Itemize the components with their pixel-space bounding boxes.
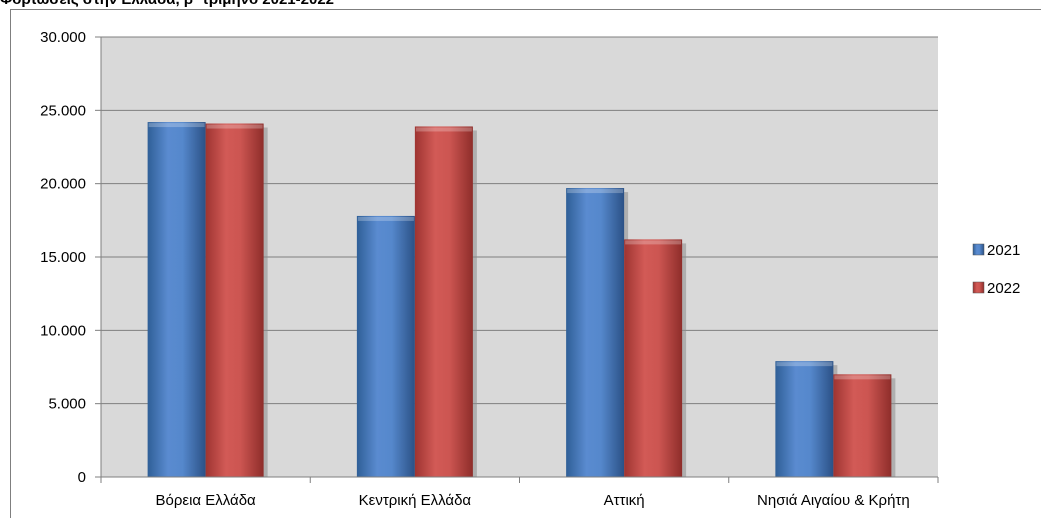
x-tick-label: Βόρεια Ελλάδα — [156, 492, 257, 509]
bar-bevel — [625, 240, 681, 244]
bar-bevel — [358, 217, 414, 221]
bar-2021-2 — [357, 216, 415, 477]
y-tick-label: 30.000 — [40, 29, 86, 46]
bar-bevel — [416, 127, 472, 131]
bar-bevel — [834, 375, 890, 379]
bar-2022-2 — [415, 126, 473, 477]
legend-label-2022: 2022 — [987, 280, 1020, 297]
y-tick-label: 5.000 — [48, 396, 86, 413]
bar-bevel — [149, 123, 205, 127]
y-tick-label: 20.000 — [40, 176, 86, 193]
y-tick-label: 15.000 — [40, 249, 86, 266]
bar-2021-3 — [566, 188, 624, 477]
legend-swatch-2021 — [973, 244, 984, 255]
bar-2021-4 — [775, 361, 833, 477]
bar-2022-1 — [206, 124, 264, 477]
bar-2022-3 — [624, 239, 682, 477]
legend: 2021 2022 — [973, 242, 1020, 297]
bar-2021-1 — [148, 122, 206, 477]
legend-label-2021: 2021 — [987, 242, 1020, 259]
bar-bevel — [776, 362, 832, 366]
y-tick-label: 10.000 — [40, 322, 86, 339]
x-tick-label: Αττική — [604, 492, 645, 509]
bar-2022-4 — [833, 374, 891, 477]
legend-swatch-2022 — [973, 282, 984, 293]
bar-bevel — [207, 125, 263, 129]
bar-bevel — [567, 189, 623, 193]
y-tick-label: 0 — [78, 469, 86, 486]
x-tick-label: Νησιά Αιγαίου & Κρήτη — [757, 492, 910, 509]
y-tick-label: 25.000 — [40, 102, 86, 119]
x-tick-label: Κεντρική Ελλάδα — [359, 492, 472, 509]
